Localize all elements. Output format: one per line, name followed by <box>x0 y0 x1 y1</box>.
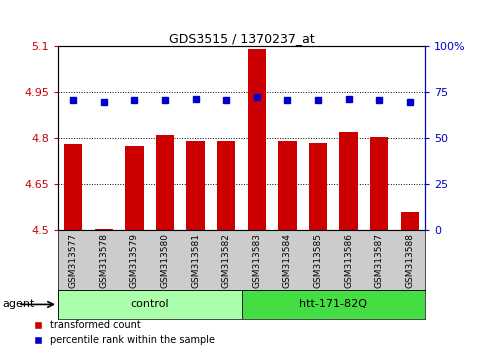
Bar <box>400 212 419 230</box>
Text: GSM313584: GSM313584 <box>283 233 292 288</box>
FancyBboxPatch shape <box>242 290 425 319</box>
Bar <box>309 143 327 230</box>
Bar <box>64 144 83 230</box>
Bar <box>278 141 297 230</box>
Title: GDS3515 / 1370237_at: GDS3515 / 1370237_at <box>169 32 314 45</box>
Bar <box>125 146 143 230</box>
Text: GSM313579: GSM313579 <box>130 233 139 288</box>
Text: GSM313588: GSM313588 <box>405 233 414 288</box>
Text: GSM313586: GSM313586 <box>344 233 353 288</box>
Bar <box>156 135 174 230</box>
Text: GSM313585: GSM313585 <box>313 233 323 288</box>
Text: GSM313578: GSM313578 <box>99 233 108 288</box>
Bar <box>340 132 358 230</box>
Text: GSM313581: GSM313581 <box>191 233 200 288</box>
Bar <box>248 49 266 230</box>
Text: GSM313580: GSM313580 <box>160 233 170 288</box>
Text: control: control <box>130 299 169 309</box>
FancyBboxPatch shape <box>58 290 242 319</box>
Text: GSM313582: GSM313582 <box>222 233 231 288</box>
Text: GSM313583: GSM313583 <box>252 233 261 288</box>
Bar <box>95 229 113 230</box>
Bar <box>217 141 235 230</box>
Text: GSM313577: GSM313577 <box>69 233 78 288</box>
Text: GSM313587: GSM313587 <box>375 233 384 288</box>
Bar <box>370 137 388 230</box>
Legend: transformed count, percentile rank within the sample: transformed count, percentile rank withi… <box>29 316 219 349</box>
Text: agent: agent <box>2 299 35 309</box>
Text: htt-171-82Q: htt-171-82Q <box>299 299 367 309</box>
Bar <box>186 141 205 230</box>
